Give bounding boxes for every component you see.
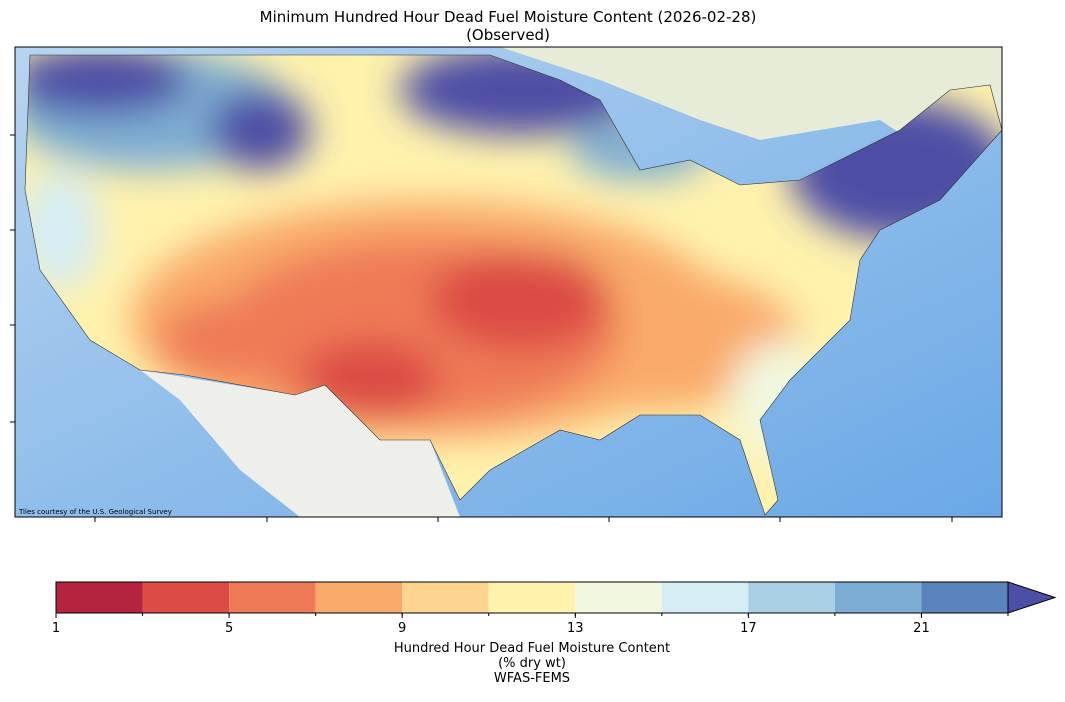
colorbar-tick-label: 21: [913, 621, 930, 636]
colorbar-frame: [55, 581, 1008, 614]
colorbar-label: WFAS-FEMS: [494, 671, 570, 686]
map-frame: [14, 46, 1003, 518]
colorbar-segment: [142, 582, 230, 613]
colorbar-label: (% dry wt): [498, 656, 566, 671]
colorbar-segment: [921, 582, 1008, 613]
attribution: Tiles courtesy of the U.S. Geological Su…: [18, 508, 172, 516]
map-subtitle: (Observed): [466, 26, 550, 44]
colorbar-segment: [575, 582, 662, 613]
canada: [15, 47, 1002, 160]
colorbar-segment: [56, 582, 143, 613]
colorbar-tick-label: 17: [740, 621, 757, 636]
colorbar-segment: [402, 582, 489, 613]
colorbar-tick-label: 9: [398, 621, 406, 636]
colorbar-segment: [661, 582, 749, 613]
colorbar-segment: [488, 582, 576, 613]
colorbar-segment: [834, 582, 922, 613]
colorbar-segment: [315, 582, 403, 613]
colorbar-segment: [229, 582, 316, 613]
map-title: Minimum Hundred Hour Dead Fuel Moisture …: [260, 8, 757, 26]
colorbar-label: Hundred Hour Dead Fuel Moisture Content: [394, 641, 670, 656]
mexico: [140, 370, 460, 517]
us-outline: [24, 54, 1002, 516]
colorbar-tick-label: 13: [567, 621, 584, 636]
map-ticks: [10, 134, 953, 522]
map: Tiles courtesy of the U.S. Geological Su…: [15, 47, 1002, 517]
colorbar-tick-label: 1: [52, 621, 60, 636]
colorbar-tick-label: 5: [225, 621, 233, 636]
colorbar-extension: [1007, 581, 1057, 614]
colorbar: 1 5 9 13 17 21 Hundred Hour Dead Fuel Moisture…: [52, 581, 1057, 686]
colorbar-segment: [748, 582, 835, 613]
